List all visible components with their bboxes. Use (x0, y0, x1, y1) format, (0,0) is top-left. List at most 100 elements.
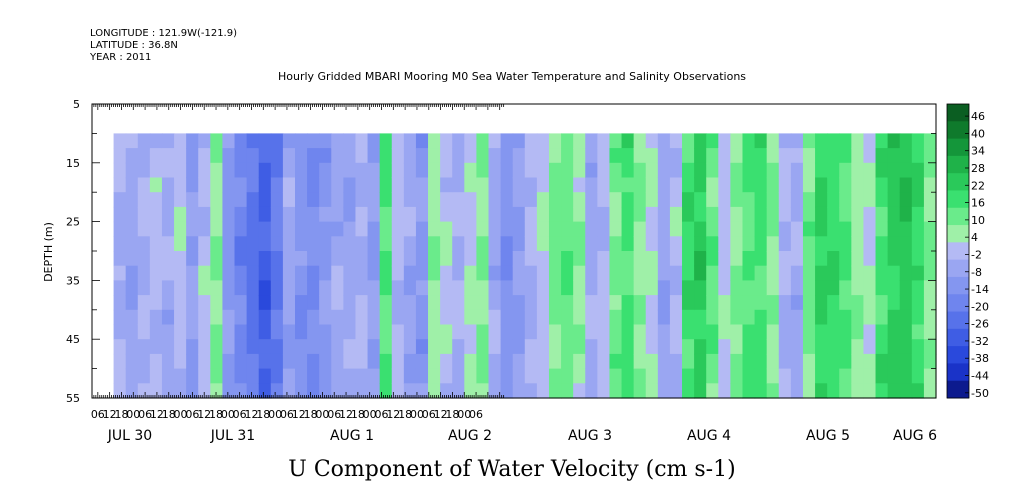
heatmap-cell (645, 309, 659, 326)
heatmap-cell (391, 339, 405, 355)
heatmap-cell (343, 324, 357, 340)
heatmap-cell (609, 280, 623, 296)
heatmap-cell (585, 309, 598, 326)
heatmap-cell (839, 236, 852, 252)
heatmap-cell (331, 368, 344, 384)
heatmap-cell (621, 133, 635, 149)
heatmap-cell (645, 148, 659, 164)
heatmap-cell (174, 383, 187, 399)
heatmap-cell (851, 339, 865, 355)
heatmap-cell (512, 133, 526, 149)
heatmap-cell (815, 251, 828, 267)
heatmap-cell (403, 148, 417, 164)
heatmap-cell (609, 265, 623, 281)
heatmap-cell (415, 236, 429, 252)
x-tick-label: 12 (292, 408, 306, 421)
heatmap-cell (730, 339, 744, 355)
x-tick-label: 06 (280, 408, 294, 421)
heatmap-cell (440, 192, 453, 208)
heatmap-cell (585, 221, 598, 237)
heatmap-cell (125, 324, 139, 340)
heatmap-cell (186, 162, 199, 179)
heatmap-cell (415, 383, 429, 399)
heatmap-cell (899, 192, 913, 208)
heatmap-cell (875, 383, 889, 399)
heatmap-cell (415, 324, 429, 340)
heatmap-cell (694, 162, 707, 179)
x-tick-label: 18 (162, 408, 176, 421)
heatmap-cell (125, 339, 139, 355)
heatmap-cell (367, 177, 381, 193)
heatmap-cell (827, 368, 840, 384)
heatmap-cell (488, 162, 502, 179)
heatmap-cell (198, 192, 211, 208)
heatmap-cell (307, 162, 320, 179)
heatmap-cell (815, 280, 828, 296)
heatmap-cell (222, 133, 236, 149)
heatmap-cell (161, 324, 175, 340)
heatmap-cell (621, 221, 635, 237)
heatmap-cell (319, 251, 332, 267)
heatmap-cell (766, 251, 780, 267)
heatmap-cell (440, 221, 453, 237)
heatmap-cell (246, 236, 260, 252)
heatmap-cell (669, 206, 683, 223)
heatmap-cell (561, 206, 574, 223)
heatmap-cell (476, 280, 490, 296)
heatmap-cell (452, 309, 465, 326)
heatmap-cell (391, 309, 405, 326)
heatmap-cell (778, 295, 792, 311)
heatmap-cell (331, 339, 344, 355)
heatmap-cell (766, 280, 780, 296)
heatmap-cell (839, 295, 852, 311)
heatmap-cell (633, 192, 647, 208)
heatmap-cell (246, 309, 260, 326)
heatmap-cell (561, 221, 574, 237)
heatmap-cell (415, 368, 429, 384)
heatmap-cell (476, 368, 490, 384)
heatmap-cell (790, 177, 804, 193)
heatmap-cell (718, 339, 731, 355)
heatmap-cell (645, 192, 659, 208)
heatmap-cell (887, 339, 901, 355)
heatmap-cell (403, 177, 417, 193)
heatmap-cell (403, 251, 417, 267)
heatmap-cell (730, 236, 744, 252)
heatmap-cell (476, 192, 490, 208)
heatmap-cell (307, 133, 320, 149)
heatmap-cell (778, 148, 792, 164)
heatmap-cell (137, 324, 151, 340)
heatmap-cell (730, 206, 744, 223)
heatmap-cell (899, 383, 913, 399)
heatmap-cell (887, 324, 901, 340)
heatmap-cell (923, 251, 937, 267)
heatmap-cell (234, 324, 248, 340)
heatmap-cell (851, 295, 865, 311)
x-tick-label: 12 (197, 408, 211, 421)
heatmap-cell (488, 280, 502, 296)
heatmap-cell (282, 192, 296, 208)
heatmap-cell (585, 148, 598, 164)
heatmap-cell (573, 265, 586, 281)
x-tick-label: 06 (138, 408, 152, 421)
heatmap-cell (295, 324, 308, 340)
heatmap-cell (669, 192, 683, 208)
heatmap-cell (778, 162, 792, 179)
heatmap-cell (778, 353, 792, 370)
heatmap-cell (428, 192, 441, 208)
heatmap-cell (682, 353, 695, 370)
heatmap-cell (355, 206, 369, 223)
heatmap-cell (682, 309, 695, 326)
heatmap-cell (258, 265, 272, 281)
heatmap-cell (222, 251, 236, 267)
heatmap-cell (742, 206, 756, 223)
heatmap-cell (355, 280, 369, 296)
heatmap-cell (863, 383, 877, 399)
heatmap-cell (766, 221, 780, 237)
heatmap-cell (500, 162, 514, 179)
heatmap-cell (585, 295, 598, 311)
heatmap-cell (742, 368, 756, 384)
heatmap-cell (307, 206, 320, 223)
heatmap-cell (234, 295, 248, 311)
heatmap-cell (645, 133, 659, 149)
